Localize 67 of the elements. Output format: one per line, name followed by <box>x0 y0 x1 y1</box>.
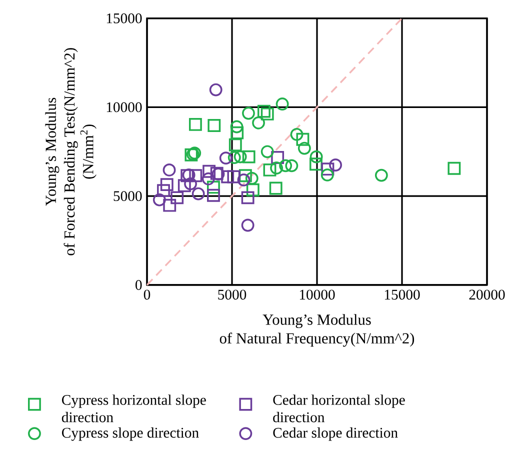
point <box>157 184 170 198</box>
point <box>207 180 220 194</box>
point <box>230 126 244 140</box>
y-tick-label: 15000 <box>106 13 142 24</box>
point <box>219 152 232 165</box>
point <box>260 107 274 120</box>
point <box>257 104 270 118</box>
x-axis-title: Young’s Modulus of Natural Frequency(N/mm^2) <box>220 314 414 347</box>
point <box>170 191 184 204</box>
point <box>246 183 260 196</box>
point <box>234 150 247 164</box>
x-tick-label: 15000 <box>384 290 420 300</box>
point <box>271 151 284 164</box>
point <box>276 98 289 110</box>
point <box>192 187 205 200</box>
legend-label: Cypress horizontal slope direction <box>62 394 206 422</box>
y-tick-label: 0 <box>136 280 142 290</box>
point <box>230 120 244 134</box>
point <box>321 162 334 176</box>
point <box>260 145 274 158</box>
y-tick-label: 5000 <box>114 191 142 202</box>
x-tick-label: 0 <box>144 290 150 300</box>
x-tick-label: 5000 <box>218 290 246 300</box>
point <box>285 159 298 172</box>
x-tick-label: 20000 <box>469 290 505 300</box>
point <box>279 159 292 172</box>
x-tick-label: 10000 <box>300 290 335 300</box>
point <box>245 172 258 185</box>
point <box>189 169 202 182</box>
point <box>207 188 220 202</box>
point <box>270 162 284 174</box>
point <box>263 163 276 176</box>
point <box>227 170 240 184</box>
point <box>188 118 202 131</box>
legend-label: Cedar horizontal slope direction <box>273 394 405 422</box>
point <box>310 158 322 171</box>
point <box>228 138 242 152</box>
point <box>374 168 388 182</box>
point <box>310 150 323 164</box>
legend-label: Cedar slope direction <box>273 427 398 441</box>
point <box>290 128 304 141</box>
point <box>269 182 282 195</box>
point <box>252 116 265 130</box>
point <box>162 163 176 176</box>
point <box>202 164 216 178</box>
point <box>178 179 191 192</box>
point <box>241 218 254 232</box>
point <box>296 132 310 146</box>
point <box>152 193 166 206</box>
point <box>298 142 311 155</box>
y-tick-label: 10000 <box>106 102 142 112</box>
point <box>221 170 234 184</box>
point <box>238 169 252 182</box>
point <box>209 83 222 96</box>
point <box>208 119 221 132</box>
point <box>242 106 255 120</box>
point <box>241 191 254 204</box>
point <box>237 173 250 186</box>
point <box>160 178 174 192</box>
point <box>329 158 342 172</box>
point <box>184 177 197 190</box>
point <box>163 198 176 212</box>
point <box>320 168 334 182</box>
point <box>448 162 461 175</box>
legend-label: Cypress slope direction <box>62 427 199 441</box>
point <box>228 151 241 164</box>
point <box>242 150 256 164</box>
